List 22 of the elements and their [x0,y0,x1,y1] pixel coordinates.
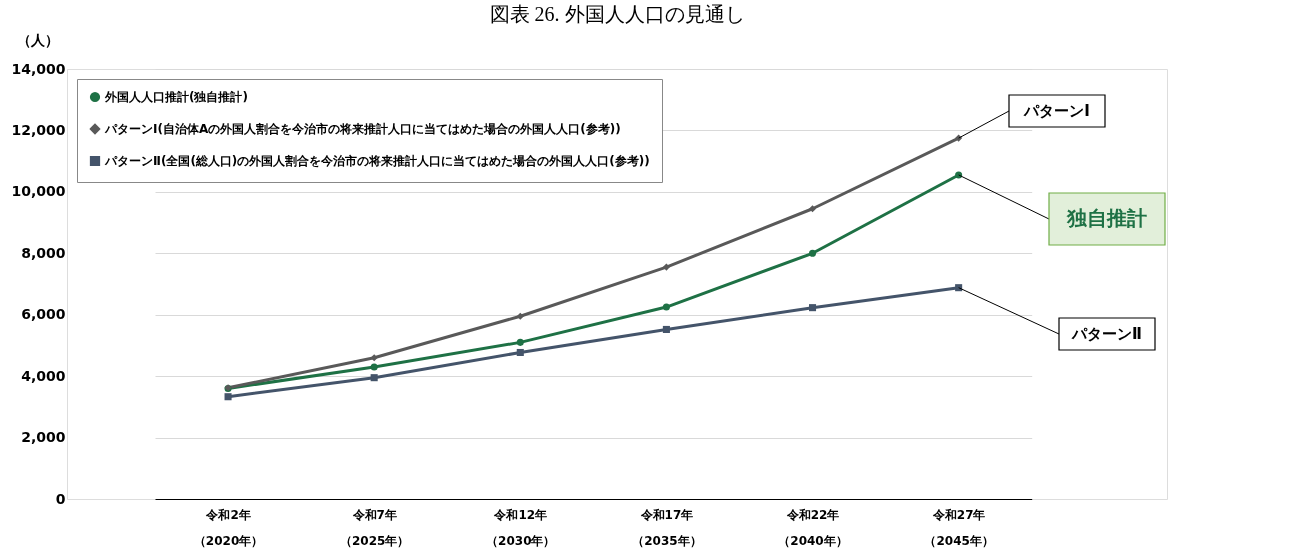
annotation: パターンⅠ [1023,102,1090,120]
x-tick-label: 令和27年（2045年） [924,507,994,548]
x-tick-label: 令和17年（2035年） [632,507,702,548]
annotation: 独自推計 [1066,206,1147,230]
x-tick-label: 令和2年（2020年） [193,507,264,548]
y-tick-label: 8,000 [21,244,66,261]
y-tick-label: 0 [55,490,66,507]
y-axis-title: （人） [16,31,59,48]
annotation: パターンⅡ [1071,325,1142,343]
x-tick-label: 令和22年（2040年） [778,507,848,548]
legend-label: パターンⅠ(自治体Aの外国人割合を今治市の将来推計人口に当てはめた場合の外国人人口(参考)) [104,122,621,136]
x-tick-label: 令和12年（2030年） [486,507,556,548]
legend-label: パターンⅡ(全国(総人口)の外国人割合を今治市の将来推計人口に当てはめた場合の外国人人口(参考)) [104,154,650,168]
y-tick-label: 12,000 [11,121,66,138]
y-tick-label: 4,000 [21,367,66,384]
y-tick-label: 2,000 [21,429,66,446]
chart-title: 図表 26. 外国人人口の見通し [489,3,745,25]
legend-label: 外国人人口推計(独自推計) [104,90,248,104]
y-tick-label: 14,000 [11,60,66,77]
x-tick-label: 令和7年（2025年） [339,507,410,548]
y-tick-label: 6,000 [21,306,66,323]
y-tick-label: 10,000 [11,183,66,200]
